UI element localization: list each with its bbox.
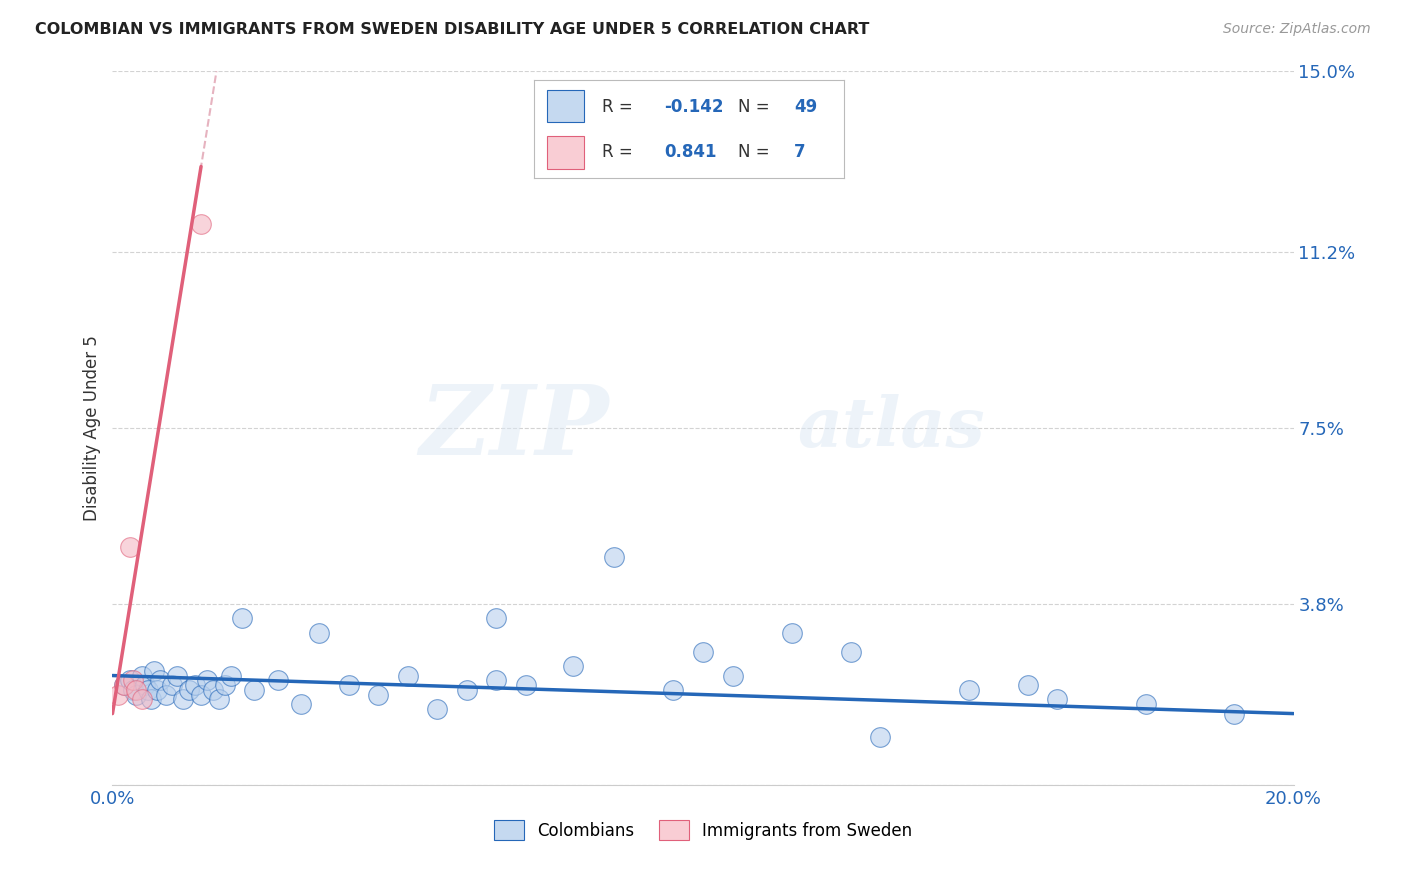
Point <box>131 692 153 706</box>
Text: atlas: atlas <box>797 394 986 462</box>
Point <box>1017 678 1039 692</box>
Text: ZIP: ZIP <box>419 381 609 475</box>
Point <box>290 697 312 711</box>
Point <box>146 682 169 697</box>
Point <box>1223 706 1246 721</box>
Point <box>184 678 207 692</box>
Point <box>662 682 685 697</box>
Point <box>190 217 212 231</box>
Text: 7: 7 <box>794 143 806 161</box>
Text: COLOMBIAN VS IMMIGRANTS FROM SWEDEN DISABILITY AGE UNDER 5 CORRELATION CHART: COLOMBIAN VS IMMIGRANTS FROM SWEDEN DISA… <box>35 22 869 37</box>
Point <box>107 688 129 702</box>
Text: -0.142: -0.142 <box>664 98 724 116</box>
Point <box>142 664 165 678</box>
Point <box>131 668 153 682</box>
Point <box>120 540 142 554</box>
Text: 49: 49 <box>794 98 817 116</box>
Point <box>112 678 135 692</box>
Point <box>515 678 537 692</box>
Text: Source: ZipAtlas.com: Source: ZipAtlas.com <box>1223 22 1371 37</box>
Legend: Colombians, Immigrants from Sweden: Colombians, Immigrants from Sweden <box>485 812 921 848</box>
Text: R =: R = <box>602 98 633 116</box>
Point <box>122 673 145 688</box>
Point <box>172 692 194 706</box>
Point <box>190 688 212 702</box>
Text: N =: N = <box>738 143 770 161</box>
Point <box>485 673 508 688</box>
Point <box>396 668 419 682</box>
Point <box>134 678 156 692</box>
Point <box>125 682 148 697</box>
Y-axis label: Disability Age Under 5: Disability Age Under 5 <box>83 335 101 521</box>
Point <box>267 673 290 688</box>
Text: 0.841: 0.841 <box>664 143 717 161</box>
Point <box>692 645 714 659</box>
Point <box>125 688 148 702</box>
Point <box>308 625 330 640</box>
Point <box>166 668 188 682</box>
Point <box>839 645 862 659</box>
Bar <box>547 136 583 169</box>
Point <box>219 668 242 682</box>
Point <box>214 678 236 692</box>
Point <box>231 611 253 625</box>
Point <box>957 682 980 697</box>
Point <box>485 611 508 625</box>
Point <box>869 731 891 745</box>
Point <box>112 678 135 692</box>
Point <box>603 549 626 564</box>
Point <box>149 673 172 688</box>
Point <box>367 688 389 702</box>
Text: N =: N = <box>738 98 770 116</box>
Point <box>562 659 585 673</box>
Point <box>208 692 231 706</box>
Text: R =: R = <box>602 143 633 161</box>
Point <box>195 673 218 688</box>
Point <box>160 678 183 692</box>
Point <box>1135 697 1157 711</box>
Point <box>1046 692 1069 706</box>
Point <box>243 682 266 697</box>
Point <box>780 625 803 640</box>
Point <box>139 692 162 706</box>
Point <box>337 678 360 692</box>
Point <box>456 682 478 697</box>
Point <box>426 702 449 716</box>
Point <box>179 682 201 697</box>
Point <box>201 682 224 697</box>
Point <box>721 668 744 682</box>
Point <box>120 673 142 688</box>
Bar <box>547 90 583 122</box>
Point <box>122 682 145 697</box>
Point <box>155 688 177 702</box>
Point <box>136 682 159 697</box>
